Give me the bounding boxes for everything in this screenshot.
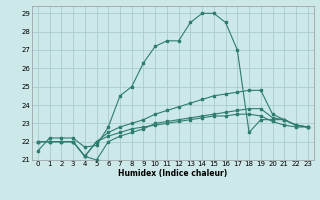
X-axis label: Humidex (Indice chaleur): Humidex (Indice chaleur) [118,169,228,178]
